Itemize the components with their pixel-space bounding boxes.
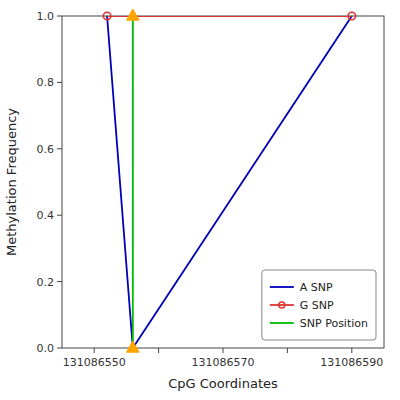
axes: 131086550 131086570 131086590 0.0 0.2 0.4 0.6 0… — [37, 10, 384, 369]
y-tick — [57, 348, 62, 349]
chart-container: 131086550 131086570 131086590 0.0 0.2 0.4 0.6 0… — [0, 0, 400, 400]
point-marker — [103, 12, 111, 20]
y-tick-label: 1.0 — [37, 10, 55, 23]
triangle-marker — [127, 9, 140, 20]
x-tick — [158, 348, 159, 353]
y-tick-label: 0.8 — [37, 76, 55, 89]
y-tick-label: 0.2 — [37, 276, 55, 289]
y-tick-label: 0.0 — [37, 342, 55, 355]
x-tick — [223, 348, 224, 353]
markers — [103, 9, 355, 352]
x-tick — [351, 348, 352, 353]
chart: 131086550 131086570 131086590 0.0 0.2 0.4 0.6 0… — [0, 0, 400, 400]
legend-swatch — [270, 286, 294, 288]
lines — [107, 16, 352, 348]
legend-swatch — [270, 304, 294, 306]
y-tick — [57, 82, 62, 83]
x-tick — [94, 348, 95, 353]
y-tick — [57, 148, 62, 149]
plot-frame — [62, 16, 384, 348]
triangle-marker — [127, 341, 140, 352]
y-tick-label: 0.6 — [37, 143, 55, 156]
series-line — [132, 16, 134, 348]
y-tick-label: 0.4 — [37, 209, 55, 222]
y-tick — [57, 215, 62, 216]
x-axis-label: CpG Coordinates — [168, 376, 278, 391]
legend-swatch — [270, 322, 294, 324]
legend: A SNP G SNP SNP Position — [262, 270, 376, 340]
legend-swatch-marker — [279, 302, 285, 308]
legend-label: SNP Position — [300, 317, 368, 330]
series-line — [107, 16, 352, 348]
x-tick-label: 131086590 — [320, 356, 383, 369]
y-tick — [57, 281, 62, 282]
x-tick-label: 131086550 — [63, 356, 126, 369]
y-tick — [57, 16, 62, 17]
legend-label: G SNP — [300, 299, 334, 312]
legend-label: A SNP — [300, 281, 333, 294]
y-axis-label: Methylation Frequency — [4, 108, 19, 256]
series-line — [107, 16, 352, 17]
x-tick-label: 131086570 — [192, 356, 255, 369]
x-tick — [287, 348, 288, 353]
point-marker — [348, 12, 356, 20]
legend-box — [262, 270, 376, 340]
